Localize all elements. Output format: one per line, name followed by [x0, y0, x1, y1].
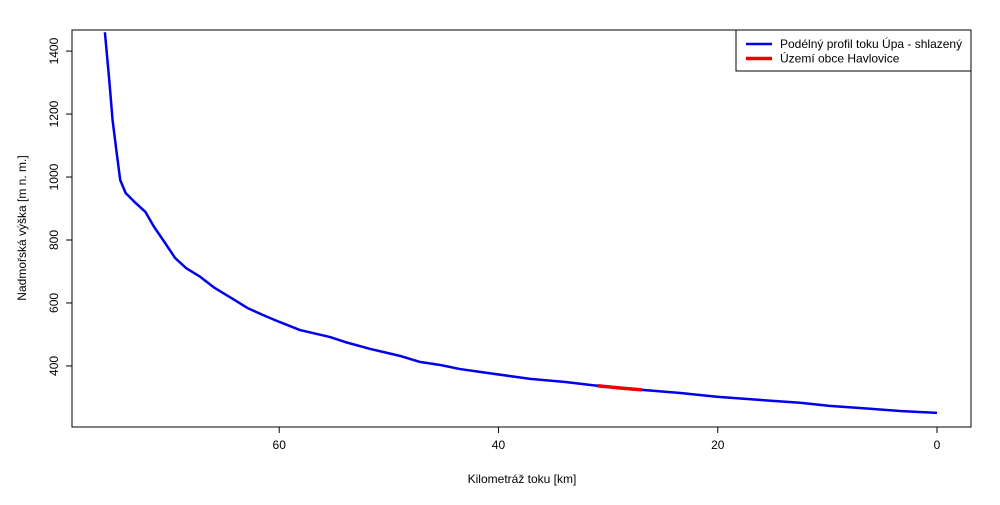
y-tick-label: 400	[47, 356, 61, 376]
y-tick-label: 600	[47, 293, 61, 313]
x-tick-label: 40	[492, 438, 506, 452]
y-tick-label: 1000	[47, 163, 61, 190]
y-axis-label: Nadmořská výška [m n. m.]	[15, 155, 29, 300]
y-tick-label: 1200	[47, 100, 61, 127]
x-tick-label: 0	[934, 438, 941, 452]
y-tick-label: 1400	[47, 37, 61, 64]
series-line	[596, 384, 643, 392]
x-axis-label: Kilometráž toku [km]	[468, 472, 577, 486]
x-tick-label: 20	[711, 438, 725, 452]
series-line	[103, 32, 938, 415]
plot-box	[71, 29, 972, 428]
legend-label: Podélný profil toku Úpa - shlazený	[780, 36, 962, 51]
x-tick-label: 60	[273, 438, 287, 452]
legend-label: Území obce Havlovice	[780, 51, 900, 66]
y-tick-label: 800	[47, 230, 61, 250]
legend-box	[735, 29, 972, 72]
